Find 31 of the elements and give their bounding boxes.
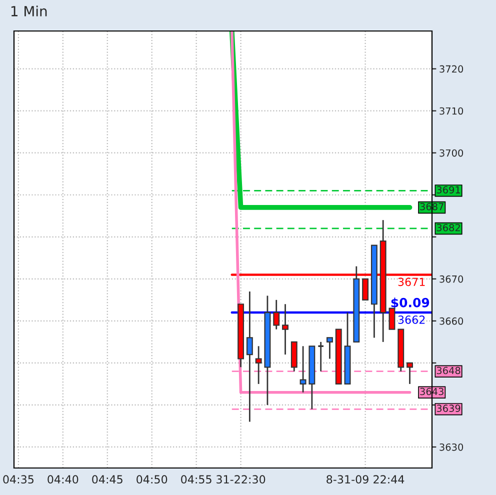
y-tick-label: 3720 xyxy=(440,65,464,73)
annotation: $0.09 xyxy=(391,298,430,309)
x-tick-label: 8-31-09 22:44 xyxy=(326,475,404,484)
y-tick-label: 3630 xyxy=(440,443,464,451)
candlestick xyxy=(255,345,262,385)
ref-line-label: 3671 xyxy=(398,278,425,286)
y-tick-label: 3670 xyxy=(440,275,464,283)
y-tick-label: 3700 xyxy=(440,149,464,157)
candlestick xyxy=(362,278,369,300)
candlestick xyxy=(273,299,280,330)
x-tick-label: 04:45 xyxy=(92,475,122,484)
candlestick xyxy=(246,290,253,422)
ref-line-label: 3662 xyxy=(398,316,425,324)
candlestick xyxy=(326,337,333,360)
ref-line-label: 3682 xyxy=(436,224,460,232)
x-tick-label: 04:55 xyxy=(181,475,212,484)
y-tick-label: 3710 xyxy=(440,107,464,115)
x-tick-label: 04:35 xyxy=(3,475,34,484)
candlestick xyxy=(406,362,413,385)
x-tick-label: 04:40 xyxy=(48,475,78,484)
x-tick-label: 04:50 xyxy=(136,475,168,484)
candlestick xyxy=(388,308,396,330)
candlestick xyxy=(317,341,324,372)
ref-line-label: 3691 xyxy=(436,186,460,194)
ref-line-label: 3639 xyxy=(436,404,460,412)
ref-line-label: 3648 xyxy=(436,366,460,374)
x-tick-label: 31-22:30 xyxy=(216,475,266,484)
candlestick xyxy=(282,303,288,356)
y-tick-label: 3660 xyxy=(440,317,464,325)
candlestick xyxy=(300,345,306,394)
chart-title: 1 Min xyxy=(11,6,47,16)
